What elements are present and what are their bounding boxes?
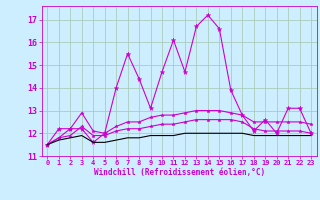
X-axis label: Windchill (Refroidissement éolien,°C): Windchill (Refroidissement éolien,°C) <box>94 168 265 177</box>
